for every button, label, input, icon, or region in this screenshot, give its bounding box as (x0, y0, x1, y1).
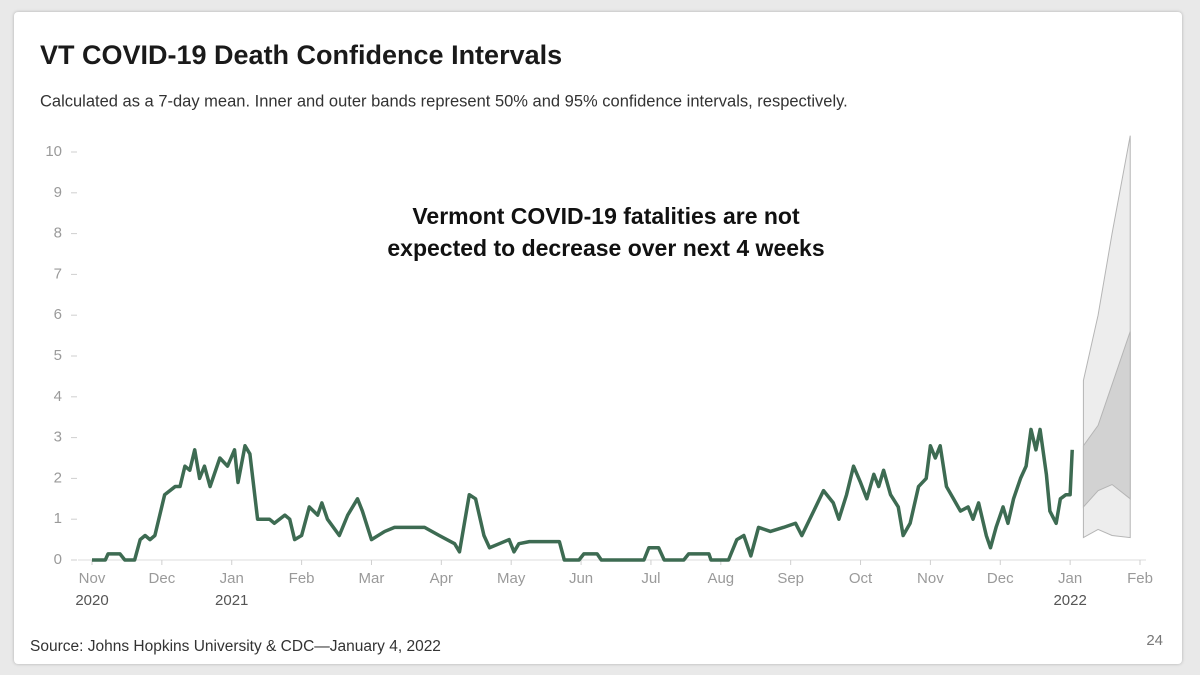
x-tick-label: Feb (1127, 570, 1153, 587)
x-tick-label: May (497, 570, 526, 587)
y-tick-label: 10 (45, 143, 62, 160)
x-tick-label-line: 2020 (75, 592, 108, 609)
y-tick-label: 7 (54, 265, 62, 282)
x-tick-label-line: Dec (149, 570, 176, 587)
x-tick-label-line: 2022 (1053, 592, 1086, 609)
line (92, 427, 1074, 562)
x-tick-label: Jan 2021 (215, 570, 248, 609)
x-tick-label: Dec (149, 570, 176, 587)
y-tick-label: 1 (54, 510, 62, 527)
x-tick-label-line: Oct (849, 570, 873, 587)
x-tick-label-line: Dec (987, 570, 1014, 587)
y-tick-label: 5 (54, 347, 62, 364)
x-tick-label-line: Aug (707, 570, 734, 587)
x-tick-label: Mar (359, 570, 385, 587)
x-tick-label: Sep (777, 570, 804, 587)
x-tick-label-line: Feb (289, 570, 315, 587)
y-tick-label: 3 (54, 429, 62, 446)
x-tick-label-line: Apr (430, 570, 453, 587)
confidence-band (1082, 331, 1131, 509)
x-tick-label: Dec (987, 570, 1014, 587)
chart-subtitle: Calculated as a 7-day mean. Inner and ou… (40, 92, 848, 110)
x-tick-label-line: Jan (1058, 570, 1082, 587)
x-tick-label: Nov 2020 (75, 570, 108, 609)
x-tick-label: Jul (641, 570, 660, 587)
x-tick-label-line: Nov (79, 570, 106, 587)
chart-title: VT COVID-19 Death Confidence Intervals (40, 40, 562, 70)
annotation: expected to decrease over next 4 weeks (387, 235, 824, 261)
x-tick-label: Jun (569, 570, 593, 587)
y-tick-label: 8 (54, 225, 62, 242)
x-tick-label-line: Jul (641, 570, 660, 587)
annotation: Vermont COVID-19 fatalities are not (412, 203, 800, 229)
x-tick-label-line: Feb (1127, 570, 1153, 587)
x-tick-label: Apr (430, 570, 453, 587)
x-tick-label: Nov (917, 570, 944, 587)
x-tick-label: Feb (289, 570, 315, 587)
x-tick-label: Jan 2022 (1053, 570, 1086, 609)
y-tick-label: 9 (54, 184, 62, 201)
x-tick-label-line: Nov (917, 570, 944, 587)
x-tick-label-line: Jan (220, 570, 244, 587)
y-tick-label: 2 (54, 469, 62, 486)
x-tick-label: Aug (707, 570, 734, 587)
y-tick-label: 0 (54, 551, 62, 568)
x-tick-label-line: Sep (777, 570, 804, 587)
y-tick-label: 4 (54, 388, 62, 405)
x-tick-label-line: 2021 (215, 592, 248, 609)
source: Source: Johns Hopkins University & CDC—J… (30, 638, 441, 655)
x-tick-label: Oct (849, 570, 873, 587)
page-number: 24 (1146, 632, 1163, 649)
y-tick-label: 6 (54, 306, 62, 323)
x-tick-label-line: May (497, 570, 526, 587)
x-tick-label-line: Mar (359, 570, 385, 587)
x-tick-label-line: Jun (569, 570, 593, 587)
